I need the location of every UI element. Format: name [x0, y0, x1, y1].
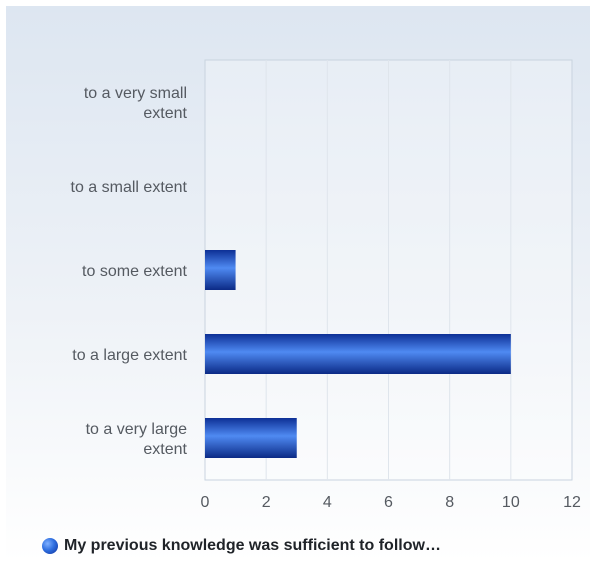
category-label: to a very large — [86, 421, 187, 438]
bar — [205, 250, 236, 290]
category-label: extent — [143, 441, 187, 458]
x-tick-label: 2 — [262, 494, 271, 511]
category-labels: to a very small extent to a small extent to… — [71, 85, 188, 458]
chart-panel — [6, 6, 590, 562]
legend-swatch-icon — [42, 538, 58, 554]
category-label: to a small extent — [71, 179, 188, 196]
bars — [205, 250, 511, 458]
category-label: to some extent — [82, 263, 188, 280]
x-tick-label: 4 — [323, 494, 332, 511]
category-label: to a very small — [84, 85, 187, 102]
category-label: to a large extent — [72, 347, 187, 364]
x-tick-label: 6 — [384, 494, 393, 511]
x-tick-label: 10 — [502, 494, 520, 511]
legend: My previous knowledge was sufficient to … — [42, 536, 441, 556]
x-tick-label: 0 — [201, 494, 210, 511]
bar — [205, 334, 511, 374]
x-tick-label: 8 — [445, 494, 454, 511]
grid-lines — [265, 60, 512, 480]
bar — [205, 418, 297, 458]
category-label: extent — [143, 105, 187, 122]
legend-label: My previous knowledge was sufficient to … — [64, 537, 441, 554]
x-tick-labels: 0 2 4 6 8 10 12 — [201, 494, 581, 511]
x-tick-label: 12 — [563, 494, 581, 511]
